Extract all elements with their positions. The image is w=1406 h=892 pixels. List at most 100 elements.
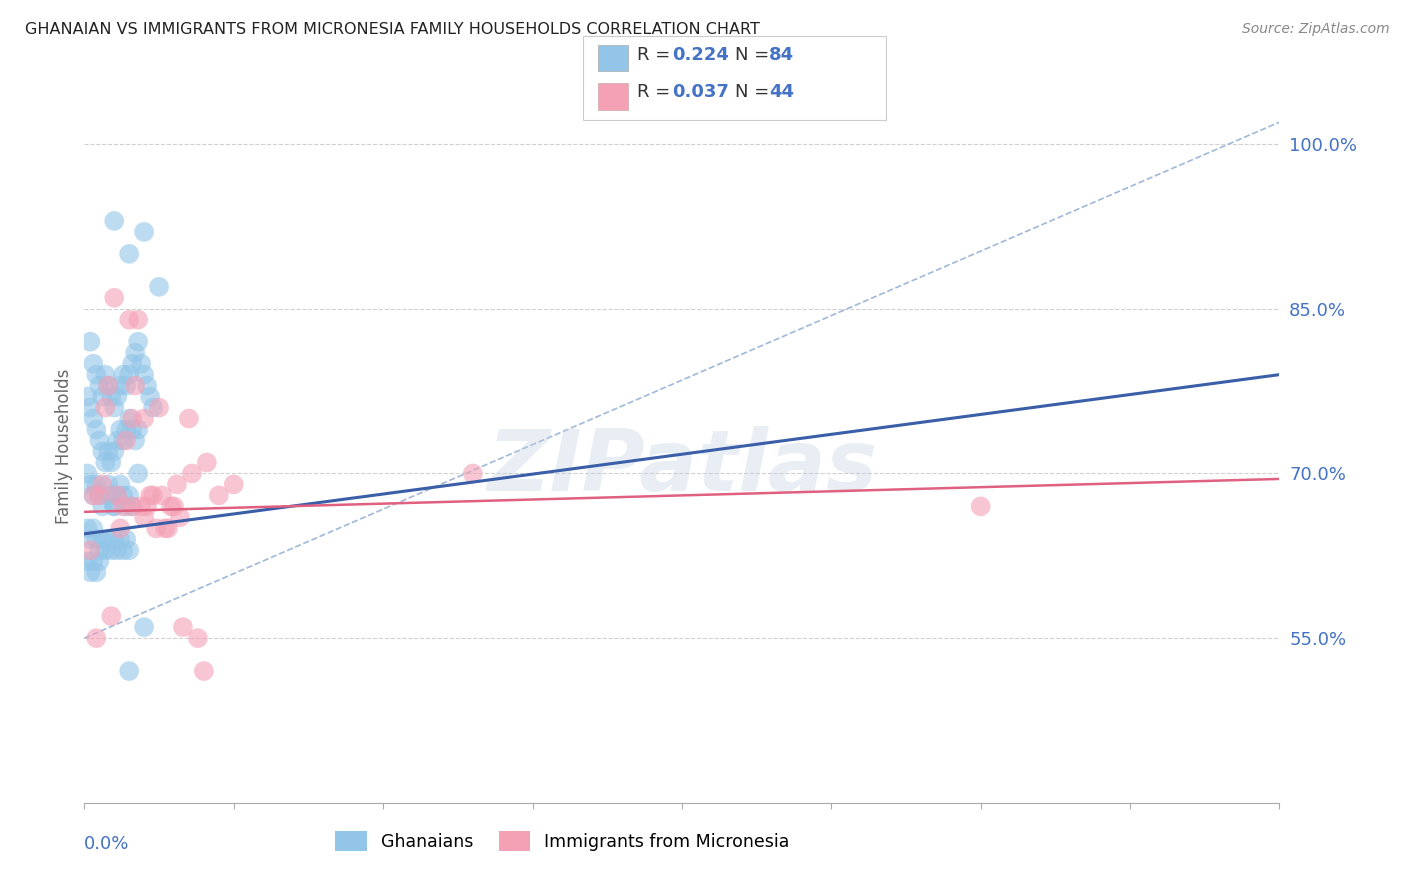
Point [132, 225, 156, 239]
Point [142, 488, 165, 502]
Point [115, 533, 138, 547]
Legend: Ghanaians, Immigrants from Micronesia: Ghanaians, Immigrants from Micronesia [329, 824, 796, 858]
Point [127, 334, 149, 349]
Point [127, 312, 149, 326]
Point [169, 510, 191, 524]
Point [110, 533, 132, 547]
Point [86, 566, 108, 580]
Point [91, 477, 114, 491]
Point [76, 390, 98, 404]
Point [94, 488, 117, 502]
Point [163, 500, 186, 514]
Point [100, 390, 122, 404]
Point [105, 488, 128, 502]
Point [145, 521, 167, 535]
Point [132, 510, 156, 524]
Point [103, 214, 125, 228]
Point [142, 401, 165, 415]
Point [82, 488, 104, 502]
Point [110, 477, 132, 491]
Point [89, 488, 111, 502]
Point [79, 543, 101, 558]
Point [121, 500, 143, 514]
Point [103, 291, 125, 305]
Point [127, 467, 149, 481]
Point [112, 488, 135, 502]
Point [89, 554, 111, 568]
Text: 84: 84 [769, 46, 794, 64]
Point [118, 247, 141, 261]
Point [97, 533, 120, 547]
Text: N =: N = [735, 46, 775, 64]
Point [91, 533, 114, 547]
Point [193, 664, 215, 678]
Point [86, 368, 108, 382]
Point [124, 434, 146, 448]
Point [91, 390, 114, 404]
Point [121, 357, 143, 371]
Point [110, 378, 132, 392]
Point [89, 434, 111, 448]
Text: GHANAIAN VS IMMIGRANTS FROM MICRONESIA FAMILY HOUSEHOLDS CORRELATION CHART: GHANAIAN VS IMMIGRANTS FROM MICRONESIA F… [25, 22, 761, 37]
Text: R =: R = [637, 46, 676, 64]
Point [118, 488, 141, 502]
Point [79, 401, 101, 415]
Point [94, 401, 117, 415]
Point [89, 488, 111, 502]
Point [76, 467, 98, 481]
Point [187, 631, 209, 645]
Text: 0.224: 0.224 [672, 46, 728, 64]
Point [139, 390, 162, 404]
Point [118, 664, 141, 678]
Point [195, 455, 218, 469]
Point [89, 543, 111, 558]
Point [112, 368, 135, 382]
Point [110, 521, 132, 535]
Point [76, 554, 98, 568]
Point [112, 543, 135, 558]
Point [91, 500, 114, 514]
Point [82, 411, 104, 425]
Point [132, 411, 156, 425]
Point [121, 423, 143, 437]
Text: R =: R = [637, 83, 676, 101]
Point [94, 543, 117, 558]
Point [103, 500, 125, 514]
Point [121, 411, 143, 425]
Point [160, 500, 183, 514]
Point [76, 521, 98, 535]
Point [132, 620, 156, 634]
Point [105, 390, 128, 404]
Text: ZIPatlas: ZIPatlas [486, 425, 877, 509]
Point [118, 411, 141, 425]
Point [181, 467, 204, 481]
Point [461, 467, 484, 481]
Point [79, 566, 101, 580]
Point [172, 620, 194, 634]
Point [94, 368, 117, 382]
Point [118, 312, 141, 326]
Point [118, 543, 141, 558]
Point [97, 378, 120, 392]
Point [103, 500, 125, 514]
Text: 0.037: 0.037 [672, 83, 728, 101]
Point [103, 533, 125, 547]
Point [112, 434, 135, 448]
Point [208, 488, 231, 502]
Point [82, 554, 104, 568]
Point [100, 543, 122, 558]
Text: Source: ZipAtlas.com: Source: ZipAtlas.com [1241, 22, 1389, 37]
Point [139, 488, 162, 502]
Point [79, 533, 101, 547]
Point [110, 423, 132, 437]
Point [79, 334, 101, 349]
Point [105, 488, 128, 502]
Text: 0.0%: 0.0% [84, 835, 129, 853]
Point [148, 280, 170, 294]
Point [177, 411, 200, 425]
Point [118, 368, 141, 382]
Point [121, 500, 143, 514]
Point [115, 378, 138, 392]
Text: N =: N = [735, 83, 775, 101]
Point [136, 500, 159, 514]
